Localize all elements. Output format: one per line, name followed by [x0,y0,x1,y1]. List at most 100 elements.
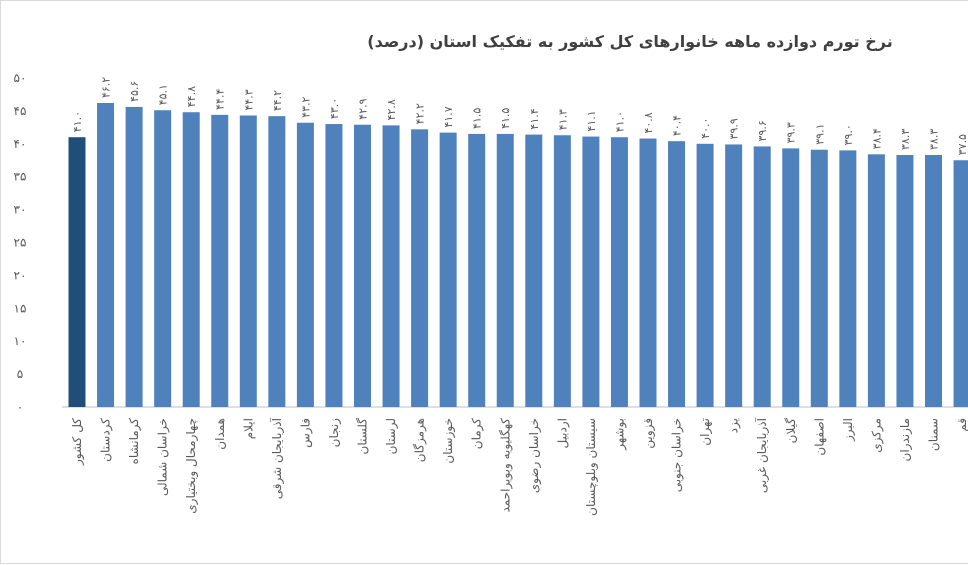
bar [496,133,514,407]
x-tick-label: خراسان شمالی [156,418,171,496]
bar [582,136,600,407]
y-tick-label: ۲۰ [14,268,27,282]
value-label: ۳۹.۹ [728,118,741,139]
x-tick-label: زنجان [327,418,342,448]
value-label: ۴۱.۰ [613,111,626,132]
bar [553,135,571,407]
value-label: ۴۵.۱ [157,84,170,105]
bar [782,148,800,407]
y-tick-label: ۲۵ [14,236,27,250]
value-label: ۳۹.۳ [785,122,798,143]
bar [696,143,714,408]
bar [896,154,914,407]
x-tick-label: گیلان [784,418,798,444]
x-tick-label: مازندران [898,418,913,461]
y-tick-label: ۴۰ [14,137,27,151]
x-tick-label: فارس [298,418,313,448]
bar [867,154,885,407]
value-label: ۳۷.۵ [956,134,968,155]
x-tick-label: کردستان [99,418,114,462]
value-label: ۴۱.۳ [556,109,569,130]
bar [525,134,543,407]
bar [125,106,143,408]
x-tick-label: اصفهان [812,418,826,456]
bar [154,110,172,407]
x-tick-label: اردبیل [555,418,570,449]
bar [468,133,486,407]
value-label: ۴۱.۵ [499,108,512,129]
x-tick-label: بوشهر [612,418,627,451]
bar [411,129,429,407]
value-label: ۴۲.۸ [385,99,398,120]
value-label: ۴۰.۸ [642,112,655,133]
x-tick-label: سمنان [927,418,941,451]
y-tick-label: ۱۰ [14,334,27,348]
x-tick-label: ایلام [241,418,255,439]
value-label: ۴۱.۰ [71,111,84,132]
value-label: ۴۲.۹ [357,98,370,119]
bar [925,154,942,407]
y-tick-label: ۱۵ [14,301,27,315]
bar [725,144,743,407]
bar [439,132,457,407]
x-tick-label: کل کشور [70,418,85,466]
bar [668,141,686,407]
value-label: ۴۰.۰ [699,118,712,139]
bar [239,115,257,408]
value-label: ۳۸.۳ [899,129,912,150]
x-tick-label: البرز [841,418,856,442]
bar [268,116,286,407]
value-label: ۴۴.۳ [242,89,255,110]
bar [325,124,343,407]
value-label: ۴۱.۱ [585,110,598,131]
value-label: ۳۹.۱ [813,123,826,144]
x-tick-label: لرستان [384,418,399,454]
bar [953,160,968,407]
x-tick-label: گلستان [356,418,370,455]
x-tick-label: خراسان رضوی [527,418,542,493]
value-label: ۴۴.۲ [271,90,284,111]
value-label: ۴۰.۴ [671,115,684,136]
x-tick-label: آذربایجان غربی [754,417,770,493]
x-tick-label: چهارمحال وبختیاری [184,418,199,514]
x-tick-label: قزوین [641,418,656,449]
value-label: ۴۳.۲ [299,96,312,117]
value-label: ۳۹.۰ [842,124,855,145]
y-tick-label: ۵۰ [14,71,27,85]
bar [610,137,628,407]
y-tick-label: ۵ [17,367,23,381]
y-tick-label: ۴۵ [14,104,27,118]
bar [839,150,857,407]
x-tick-label: تهران [698,418,713,446]
x-tick-label: خراسان جنوبی [670,418,685,492]
value-label: ۴۱.۷ [442,106,455,127]
x-tick-label: یزد [727,418,742,433]
x-tick-label: هرمزگان [413,418,428,462]
x-tick-label: مرکزی [869,418,884,453]
bar [296,122,314,407]
y-tick-label: ۳۵ [14,170,27,184]
x-tick-label: کرمان [470,418,485,450]
value-label: ۳۹.۶ [756,120,769,141]
bar [97,103,115,407]
value-label: ۴۴.۴ [214,89,227,110]
x-tick-label: آذربایجان شرقی [269,417,285,499]
y-tick-label: ۳۰ [14,203,27,217]
value-label: ۳۸.۳ [928,129,941,150]
chart-title: نرخ تورم دوازده ماهه خانوارهای کل کشور ب… [367,32,892,51]
x-tick-label: کهگلیویه وبویراحمد [498,418,513,513]
x-tick-label: کرمانشاه [127,418,142,465]
x-tick-label: همدان [213,418,227,450]
value-label: ۴۱.۴ [528,108,541,129]
bar [639,138,657,407]
bar [354,124,371,407]
value-label: ۴۶.۲ [100,77,113,98]
value-label: ۳۸.۴ [870,128,883,149]
y-tick-label: ۰ [17,400,23,414]
bar [68,137,86,407]
value-label: ۴۴.۸ [185,86,198,107]
value-label: ۴۳.۰ [328,98,341,119]
